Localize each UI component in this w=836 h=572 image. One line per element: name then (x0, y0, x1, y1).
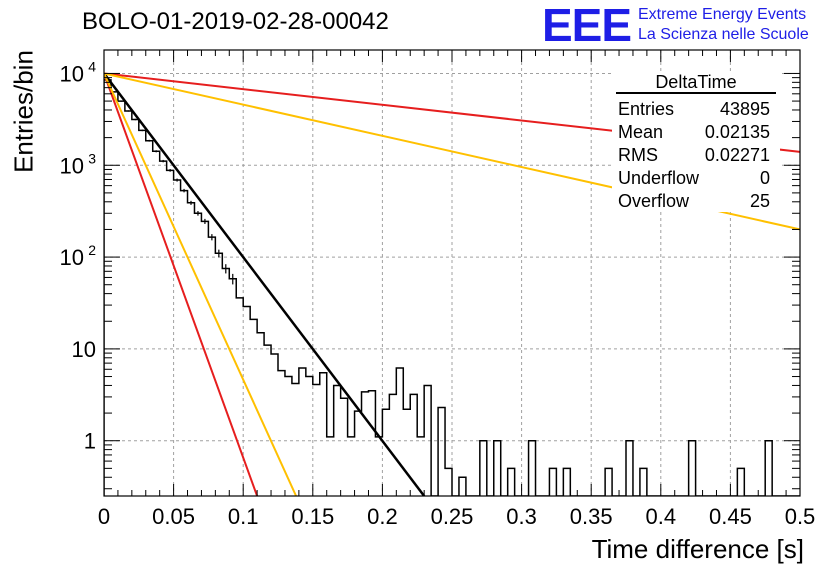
y-tick-exponent: 2 (88, 242, 96, 258)
x-tick-label: 0.15 (291, 504, 334, 529)
eee-logo: EEE (542, 0, 632, 51)
stats-value: 0.02271 (704, 145, 770, 165)
stats-value: 0 (759, 168, 770, 188)
x-tick-label: 0.35 (570, 504, 613, 529)
y-tick-label: 10 (60, 245, 84, 270)
stats-box: DeltaTime Entries 43895 Mean 0.02135 RMS… (612, 72, 780, 212)
x-tick-label: 0.3 (506, 504, 537, 529)
x-tick-label: 0.25 (431, 504, 474, 529)
x-tick-label: 0.1 (228, 504, 259, 529)
y-tick-exponent: 4 (88, 58, 96, 74)
y-tick-label: 1 (84, 429, 96, 454)
stats-row-overflow: Overflow 25 (612, 190, 780, 213)
chart-title: BOLO-01-2019-02-28-00042 (82, 8, 389, 35)
stats-value: 25 (749, 191, 770, 211)
x-tick-label: 0.4 (646, 504, 677, 529)
stats-value: 0.02135 (704, 122, 770, 142)
y-tick-label: 10 (60, 61, 84, 86)
stats-label: Mean (618, 122, 664, 142)
x-axis-label: Time difference [s] (591, 534, 804, 564)
y-axis-label: Entries/bin (8, 50, 39, 173)
x-tick-label: 0.2 (367, 504, 398, 529)
stats-label: RMS (618, 145, 658, 165)
x-tick-label: 0 (98, 504, 110, 529)
stats-label: Entries (618, 99, 675, 119)
y-tick-label: 10 (72, 337, 96, 362)
stats-row-rms: RMS 0.02271 (612, 144, 780, 167)
stats-row-entries: Entries 43895 (612, 98, 780, 121)
stats-row-underflow: Underflow 0 (612, 167, 780, 190)
y-tick-label: 10 (60, 153, 84, 178)
fit-line (104, 72, 426, 496)
stats-row-mean: Mean 0.02135 (612, 121, 780, 144)
x-tick-label: 0.45 (709, 504, 752, 529)
x-tick-label: 0.05 (152, 504, 195, 529)
logo-line-1: Extreme Energy Events (638, 6, 807, 23)
stats-label: Overflow (618, 191, 690, 211)
logo-line-2: La Scienza nelle Scuole (638, 26, 809, 43)
fit-line (104, 73, 298, 496)
fit-line (104, 73, 259, 496)
stats-value: 43895 (719, 99, 770, 119)
stats-label: Underflow (618, 168, 700, 188)
x-tick-label: 0.5 (785, 504, 816, 529)
y-tick-exponent: 3 (88, 150, 96, 166)
stats-title: DeltaTime (616, 72, 776, 94)
